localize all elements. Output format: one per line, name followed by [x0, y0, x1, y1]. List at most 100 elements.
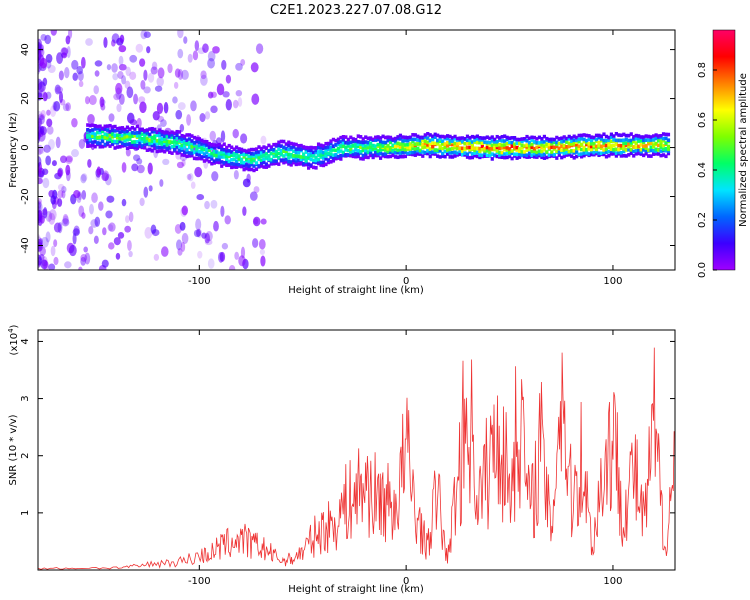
- heatmap-ridge-cell: [222, 151, 226, 156]
- heatmap-ridge-cell: [262, 165, 266, 169]
- heatmap-ridge-cell: [478, 153, 482, 157]
- heatmap-ridge-cell: [632, 135, 636, 139]
- heatmap-ridge-cell: [649, 154, 653, 158]
- heatmap-ridge-cell: [242, 164, 246, 168]
- heatmap-ridge-cell: [411, 152, 415, 157]
- colorbar-tick-label: 0.6: [697, 112, 708, 128]
- heatmap-ridge-cell: [287, 155, 291, 160]
- spectrogram-y-label: Frequency (Hz): [8, 112, 19, 188]
- heatmap-ridge-cell: [567, 137, 571, 141]
- heatmap-ridge-cell: [294, 150, 298, 155]
- heatmap-ridge-cell: [537, 149, 542, 154]
- heatmap-ridge-cell: [515, 148, 519, 152]
- heatmap-ridge-cell: [160, 140, 164, 145]
- heatmap-ridge-cell: [540, 136, 544, 141]
- heatmap-ridge-cell: [304, 150, 308, 154]
- heatmap-ridge-cell: [307, 146, 311, 150]
- heatmap-ridge-cell: [120, 133, 125, 138]
- heatmap-ridge-cell: [351, 139, 355, 144]
- heatmap-ridge-cell: [369, 136, 373, 140]
- colorbar-label: Normalized spectral amplitude: [738, 73, 749, 227]
- heatmap-ridge-cell: [401, 140, 405, 145]
- heatmap-ridge-cell: [403, 147, 408, 152]
- heatmap-ridge-cell: [225, 154, 229, 159]
- heatmap-ridge-cell: [311, 165, 316, 170]
- snr-scale-suffix: ): [9, 324, 20, 328]
- heatmap-ridge-cell: [118, 130, 122, 134]
- heatmap-ridge-cell: [292, 149, 296, 154]
- heatmap-ridge-cell: [344, 152, 348, 157]
- heatmap-ridge-cell: [473, 135, 477, 140]
- heatmap-noise-cell: [139, 197, 145, 207]
- heatmap-noise-cell: [87, 158, 92, 168]
- heatmap-ridge-cell: [441, 139, 445, 143]
- heatmap-ridge-cell: [485, 135, 489, 140]
- heatmap-ridge-cell: [289, 147, 293, 152]
- heatmap-noise-cell: [186, 173, 192, 181]
- snr-y-tick-label: 2: [20, 453, 31, 459]
- heatmap-ridge-cell: [383, 140, 388, 145]
- heatmap-ridge-cell: [361, 143, 365, 148]
- heatmap-ridge-cell: [433, 132, 437, 137]
- heatmap-ridge-cell: [118, 144, 122, 149]
- heatmap-ridge-cell: [453, 143, 457, 148]
- heatmap-noise-cell: [116, 103, 122, 113]
- heatmap-ridge-cell: [411, 143, 415, 148]
- heatmap-ridge-cell: [329, 155, 333, 159]
- heatmap-ridge-cell: [235, 145, 239, 150]
- heatmap-ridge-cell: [282, 160, 286, 165]
- heatmap-noise-cell: [38, 209, 43, 220]
- heatmap-noise-cell: [146, 46, 151, 54]
- heatmap-noise-cell: [55, 86, 64, 94]
- heatmap-noise-cell: [53, 101, 61, 112]
- heatmap-noise-cell: [50, 245, 56, 257]
- heatmap-ridge-cell: [138, 141, 142, 146]
- heatmap-noise-cell: [210, 105, 218, 114]
- heatmap-ridge-cell: [321, 150, 326, 155]
- heatmap-ridge-cell: [143, 142, 147, 146]
- heatmap-noise-cell: [57, 169, 63, 177]
- heatmap-noise-cell: [38, 260, 42, 268]
- heatmap-ridge-cell: [475, 134, 479, 139]
- heatmap-ridge-cell: [545, 136, 549, 141]
- spectrogram-x-tick-label: 100: [603, 276, 622, 287]
- heatmap-ridge-cell: [346, 141, 350, 145]
- heatmap-ridge-cell: [659, 139, 663, 144]
- colorbar-tick-label: 0.0: [697, 262, 708, 278]
- heatmap-ridge-cell: [120, 136, 125, 141]
- heatmap-ridge-cell: [443, 154, 447, 159]
- heatmap-ridge-cell: [110, 141, 115, 146]
- heatmap-ridge-cell: [212, 145, 216, 149]
- heatmap-ridge-cell: [418, 148, 422, 153]
- heatmap-ridge-cell: [560, 139, 564, 144]
- heatmap-ridge-cell: [269, 145, 273, 149]
- heatmap-ridge-cell: [153, 129, 157, 134]
- heatmap-ridge-cell: [237, 149, 241, 154]
- heatmap-ridge-cell: [594, 147, 599, 152]
- heatmap-ridge-cell: [378, 148, 383, 152]
- heatmap-ridge-cell: [622, 147, 626, 151]
- heatmap-ridge-cell: [153, 134, 157, 138]
- heatmap-ridge-cell: [540, 153, 544, 157]
- heatmap-ridge-cell: [480, 141, 484, 146]
- heatmap-ridge-cell: [535, 141, 539, 145]
- heatmap-ridge-cell: [351, 143, 355, 148]
- heatmap-ridge-cell: [222, 160, 226, 165]
- heatmap-noise-cell: [57, 222, 63, 234]
- heatmap-ridge-cell: [619, 154, 623, 158]
- heatmap-ridge-cell: [577, 133, 581, 138]
- heatmap-ridge-cell: [577, 139, 581, 144]
- heatmap-ridge-cell: [381, 134, 385, 139]
- heatmap-ridge-cell: [508, 140, 512, 145]
- heatmap-ridge-cell: [465, 138, 470, 143]
- heatmap-ridge-cell: [96, 130, 100, 135]
- colorbar-tick-label: 0.4: [697, 162, 708, 178]
- heatmap-ridge-cell: [647, 148, 651, 152]
- heatmap-ridge-cell: [498, 150, 502, 155]
- heatmap-ridge-cell: [279, 148, 283, 153]
- heatmap-ridge-cell: [309, 163, 313, 167]
- heatmap-ridge-cell: [125, 134, 130, 139]
- heatmap-ridge-cell: [443, 145, 447, 150]
- heatmap-ridge-cell: [503, 147, 507, 152]
- heatmap-ridge-cell: [366, 140, 370, 145]
